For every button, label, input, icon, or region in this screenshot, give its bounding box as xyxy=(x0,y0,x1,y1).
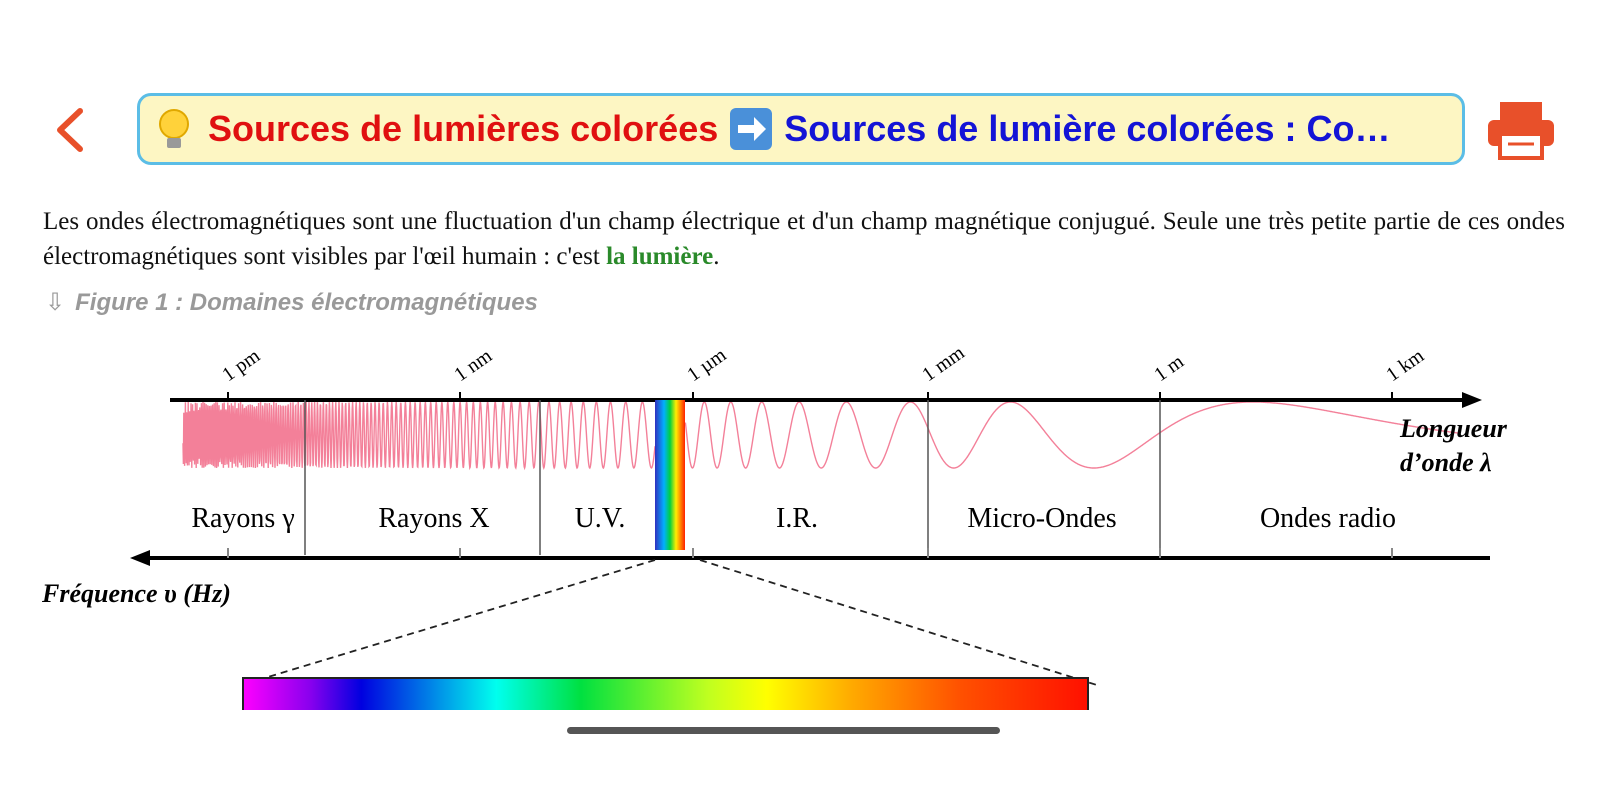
paragraph: Les ondes électromagnétiques sont une fl… xyxy=(43,204,1565,274)
domain-label: Ondes radio xyxy=(1260,503,1396,534)
bulb-icon xyxy=(159,109,189,148)
caption-text: Figure 1 : Domaines électromagnétiques xyxy=(75,289,538,316)
caption-icon: ⇩ xyxy=(45,289,66,316)
axis-arrow xyxy=(130,550,150,566)
scale-label: 1 km xyxy=(1382,345,1428,387)
figure-caption: ⇩ Figure 1 : Domaines électromagnétiques xyxy=(45,288,538,317)
paragraph-text: Les ondes électromagnétiques sont une fl… xyxy=(43,208,1565,270)
domain-label: Micro-Ondes xyxy=(967,503,1116,534)
title-part2: Sources de lumière colorées : Co… xyxy=(784,108,1391,149)
visible-spectrum xyxy=(242,677,1089,710)
wave xyxy=(182,399,1460,471)
wavelength-label: Longueur xyxy=(1399,414,1508,443)
em-diagram: 1 pm 1 nm 1 µm 1 mm 1 m 1 km Rayons γ Rayons X U… xyxy=(41,341,1508,710)
home-indicator xyxy=(567,727,1000,734)
scale-label: 1 nm xyxy=(450,345,496,387)
back-icon xyxy=(57,108,83,152)
domain-label: Rayons γ xyxy=(191,503,294,534)
wave-path xyxy=(182,399,1460,471)
axis-arrow xyxy=(1462,392,1482,408)
domain-label: I.R. xyxy=(776,503,818,534)
dividers xyxy=(304,400,1161,555)
domain-label: Rayons X xyxy=(378,503,489,534)
zoom-lines xyxy=(257,559,1101,687)
back-button[interactable] xyxy=(50,105,90,155)
scale-label: 1 mm xyxy=(918,341,969,386)
wavelength-label: d’onde λ xyxy=(1400,448,1492,477)
scale-label: 1 µm xyxy=(683,344,730,386)
title-bar: Sources de lumières colorées Sources de … xyxy=(137,93,1465,165)
visible-band xyxy=(655,400,685,550)
domain-label: U.V. xyxy=(575,503,626,534)
print-button[interactable] xyxy=(1486,100,1556,160)
scale-label: 1 pm xyxy=(218,345,264,387)
arrow-icon xyxy=(730,108,773,150)
frequency-label: Fréquence υ (Hz) xyxy=(41,579,231,608)
scale-label: 1 m xyxy=(1150,350,1188,386)
title-part1: Sources de lumières colorées xyxy=(208,108,719,149)
paragraph-end: . xyxy=(713,243,720,270)
highlight: la lumière xyxy=(606,243,714,270)
